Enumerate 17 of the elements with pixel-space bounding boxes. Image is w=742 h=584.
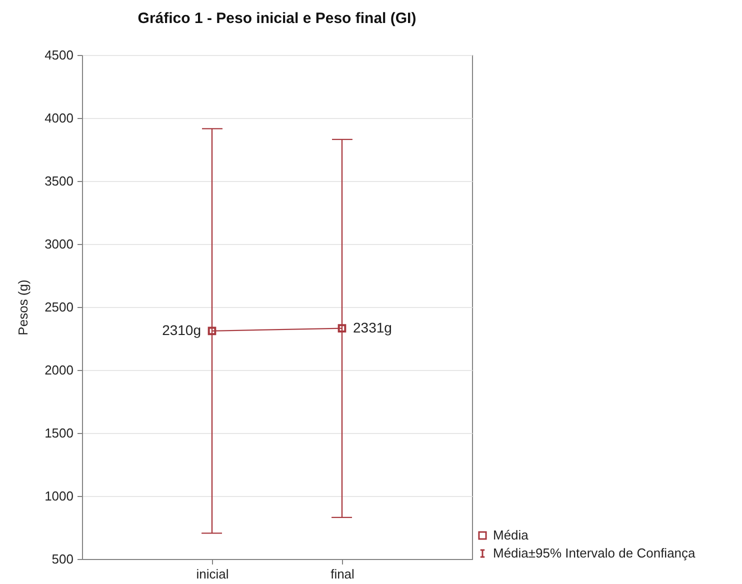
legend-label: Média: [493, 528, 530, 542]
y-tick-label: 2000: [44, 362, 74, 378]
y-tick-label: 3500: [44, 174, 74, 188]
y-axis-title: Pesos (g): [16, 280, 31, 336]
chart-title: Gráfico 1 - Peso inicial e Peso final (GI): [138, 10, 416, 27]
x-tick-label: final: [330, 566, 355, 582]
data-label: 2310g: [162, 322, 201, 338]
x-tick-label: inicial: [196, 566, 229, 582]
y-tick-label: 3000: [44, 236, 74, 252]
text: Média±95% Intervalo de Confiança: [493, 546, 696, 560]
y-tick-label: 4000: [44, 110, 74, 126]
y-tick-label: 1000: [44, 488, 74, 504]
y-tick-label: 1500: [44, 426, 74, 440]
y-tick-label: 500: [52, 552, 74, 566]
y-tick-label: 2500: [44, 300, 74, 314]
data-label: 2331g: [353, 319, 392, 336]
y-tick-label: 4500: [44, 48, 74, 62]
